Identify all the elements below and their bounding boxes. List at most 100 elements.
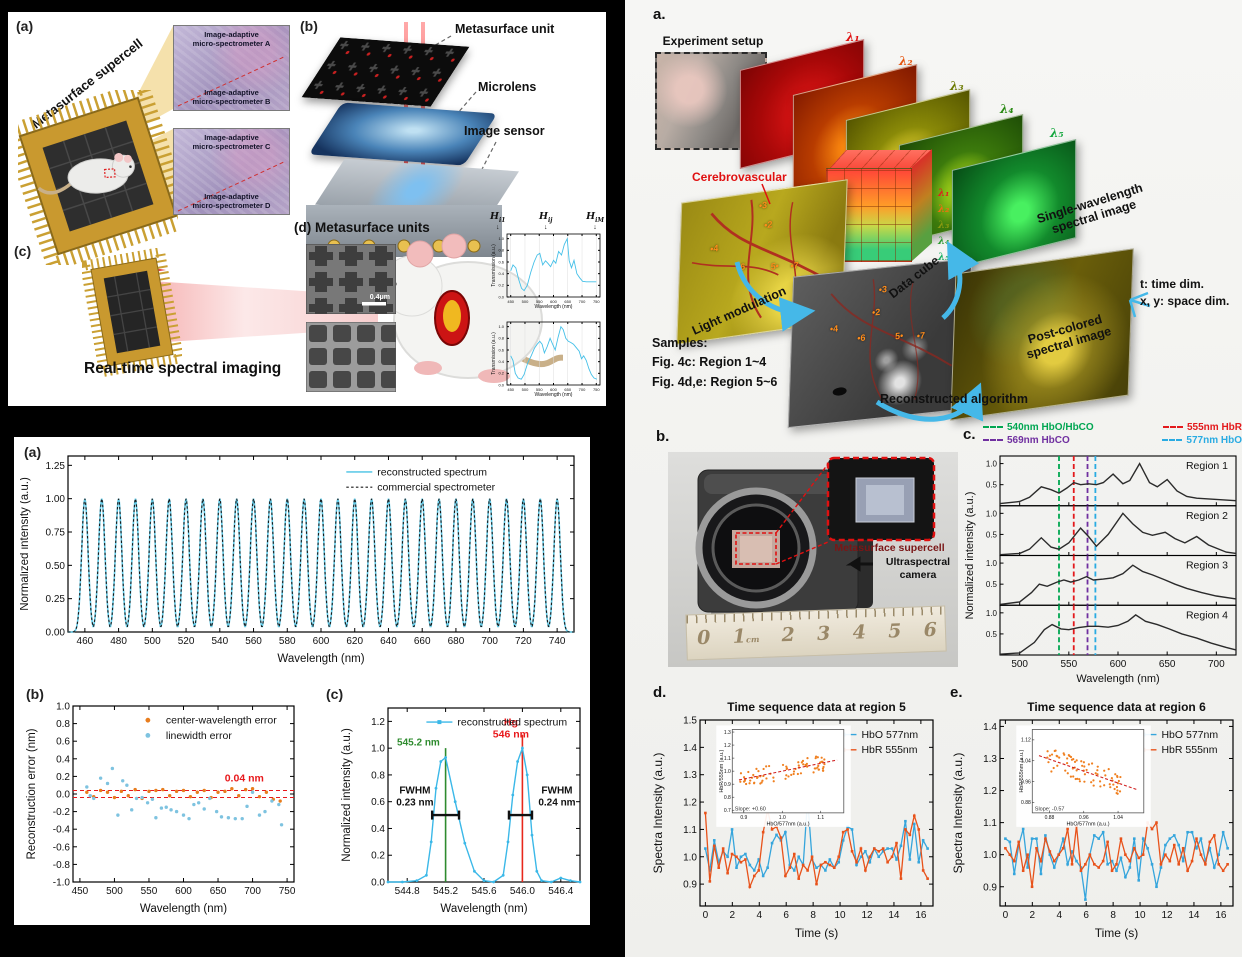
svg-text:0.8: 0.8 (56, 719, 70, 730)
svg-text:0.0: 0.0 (56, 790, 70, 801)
svg-text:1.0: 1.0 (683, 852, 697, 863)
ruler-mark: 0 (696, 626, 711, 650)
legend-569nm: 569nm HbCO (983, 435, 1070, 446)
legend-555nm: 555nm HbR (1162, 422, 1242, 433)
svg-text:545.6: 545.6 (471, 886, 496, 897)
inset-cd-line2: micro-spectrometer C (192, 142, 271, 151)
svg-text:1.3: 1.3 (683, 770, 697, 781)
chart-transmission-unit-2: 450 500 550 600 650 700 750 0.0 0.2 0.4 0.6 0.8 1.0 W… (491, 321, 601, 398)
svg-text:550: 550 (1060, 659, 1077, 670)
svg-text:center-wavelength error: center-wavelength error (166, 715, 277, 727)
fig3-camera-label: Ultraspectral camera (885, 556, 951, 582)
svg-text:0.9: 0.9 (724, 782, 731, 788)
lambda1-label: λ₁ (846, 30, 860, 44)
fig1-panel-b-label: (b) (300, 18, 318, 34)
svg-text:546 nm: 546 nm (493, 728, 529, 740)
svg-text:546.4: 546.4 (548, 886, 573, 897)
fig1-inset-spectrometer-cd: Image-adaptive micro-spectrometer C Imag… (173, 128, 290, 215)
inset-ab-line2: micro-spectrometer A (192, 39, 271, 48)
chart-time-sequence-region6: 0 2 4 6 8 10 12 14 16 0.9 1.0 1.1 1.2 1.3 1.4 Time (s) S… (951, 700, 1234, 940)
svg-text:1.0: 1.0 (498, 324, 504, 329)
svg-text:600: 600 (550, 387, 557, 392)
svg-text:6: 6 (1083, 910, 1089, 921)
purple-dash-icon (983, 439, 1003, 442)
svg-text:10: 10 (1135, 910, 1147, 921)
svg-text:460: 460 (77, 636, 94, 647)
svg-text:0.9: 0.9 (740, 815, 747, 821)
svg-text:1.0: 1.0 (498, 236, 504, 241)
svg-text:14: 14 (1188, 910, 1200, 921)
svg-text:16: 16 (1215, 910, 1227, 921)
chart-transmission-unit-1: 450 500 550 600 650 700 750 0.0 0.2 0.4 0.6 0.8 1.0 W… (491, 233, 601, 310)
svg-text:650: 650 (1159, 659, 1176, 670)
svg-text:700: 700 (244, 886, 261, 897)
svg-text:-0.8: -0.8 (53, 860, 71, 871)
fig3-dimension-note: t: time dim. x, y: space dim. (1140, 277, 1230, 308)
svg-text:600: 600 (175, 886, 192, 897)
svg-text:Hg: Hg (504, 716, 518, 728)
fig2-panel-a-label: (a) (24, 444, 42, 460)
svg-text:6: 6 (783, 910, 789, 921)
cube-lambda2-label: λ₂ (938, 204, 950, 215)
svg-text:12: 12 (861, 910, 873, 921)
cube-lambda3-label: λ₃ (938, 220, 950, 231)
svg-text:1.3: 1.3 (724, 730, 731, 736)
svg-text:640: 640 (380, 636, 397, 647)
fig3-flow-arrows (734, 183, 1151, 422)
inset-ab-line1: Image-adaptive (204, 30, 259, 39)
lambda4-label: λ₄ (1000, 102, 1014, 116)
mouse-on-chip (37, 153, 135, 195)
fig3-panel-e-label: e. (950, 684, 963, 701)
svg-text:HbR/555nm (a.u.): HbR/555nm (a.u.) (1019, 750, 1025, 793)
svg-text:2: 2 (730, 910, 736, 921)
fig3-spectra-legend: 540nm HbO/HbCO 555nm HbR 569nm HbCO 577n… (983, 422, 1242, 446)
svg-text:0.9: 0.9 (683, 880, 697, 891)
ruler-mark: 3 (816, 622, 831, 645)
svg-text:500: 500 (144, 636, 161, 647)
svg-text:0.6: 0.6 (56, 737, 70, 748)
svg-text:0.8: 0.8 (371, 770, 385, 781)
svg-text:1.0: 1.0 (986, 509, 998, 518)
svg-text:1.04: 1.04 (1021, 759, 1031, 765)
fig1-mouse-illustration (381, 233, 563, 383)
fig3-modulated-image: •3 •2 •4 •6 5• •7 (787, 257, 973, 429)
svg-text:0.0: 0.0 (498, 294, 504, 299)
svg-text:450: 450 (72, 886, 89, 897)
svg-text:Time (s): Time (s) (795, 926, 839, 940)
svg-text:620: 620 (346, 636, 363, 647)
svg-text:Wavelength (nm): Wavelength (nm) (535, 304, 573, 310)
svg-text:600: 600 (1110, 659, 1127, 670)
svg-text:700: 700 (579, 299, 586, 304)
svg-text:1.2: 1.2 (724, 743, 731, 749)
ruler-unit: cm (745, 633, 760, 645)
svg-text:650: 650 (564, 299, 571, 304)
svg-text:Region 2: Region 2 (1186, 510, 1228, 522)
svg-text:FWHM: FWHM (541, 786, 572, 797)
svg-text:8: 8 (1110, 910, 1116, 921)
svg-text:1.0: 1.0 (779, 815, 786, 821)
svg-text:450: 450 (507, 387, 514, 392)
svg-text:Time sequence data at region 6: Time sequence data at region 6 (1027, 700, 1206, 714)
fig1-image-sensor-label: Image sensor (464, 124, 545, 138)
svg-text:0.4: 0.4 (498, 359, 504, 364)
fig1-chip-illustration (18, 90, 178, 265)
svg-text:commercial spectrometer: commercial spectrometer (377, 482, 495, 494)
svg-text:1.1: 1.1 (724, 756, 731, 762)
svg-text:1.0: 1.0 (986, 559, 998, 568)
svg-text:480: 480 (110, 636, 127, 647)
svg-text:0.9: 0.9 (983, 882, 997, 893)
fig2-panel-b-label: (b) (26, 686, 44, 702)
fig1-microlens-label: Microlens (478, 80, 537, 94)
chart-time-sequence-region5: 0 2 4 6 8 10 12 14 16 0.9 1.0 1.1 1.2 1.3 1.4 1.5 Time (… (651, 700, 934, 940)
svg-text:0.24 nm: 0.24 nm (538, 798, 575, 809)
svg-text:Region 1: Region 1 (1186, 460, 1228, 472)
cyan-dash-icon (1162, 439, 1183, 442)
svg-text:750: 750 (593, 299, 600, 304)
svg-text:Normalized intensity (a.u.): Normalized intensity (a.u.) (964, 492, 976, 620)
svg-text:0.4: 0.4 (56, 754, 70, 765)
fig1-d-title: Metasurface units (315, 220, 430, 235)
svg-text:0.0: 0.0 (498, 382, 504, 387)
fig1-sem-square-image (305, 321, 397, 393)
svg-text:0.6: 0.6 (498, 259, 504, 264)
svg-text:0.5: 0.5 (986, 530, 998, 539)
